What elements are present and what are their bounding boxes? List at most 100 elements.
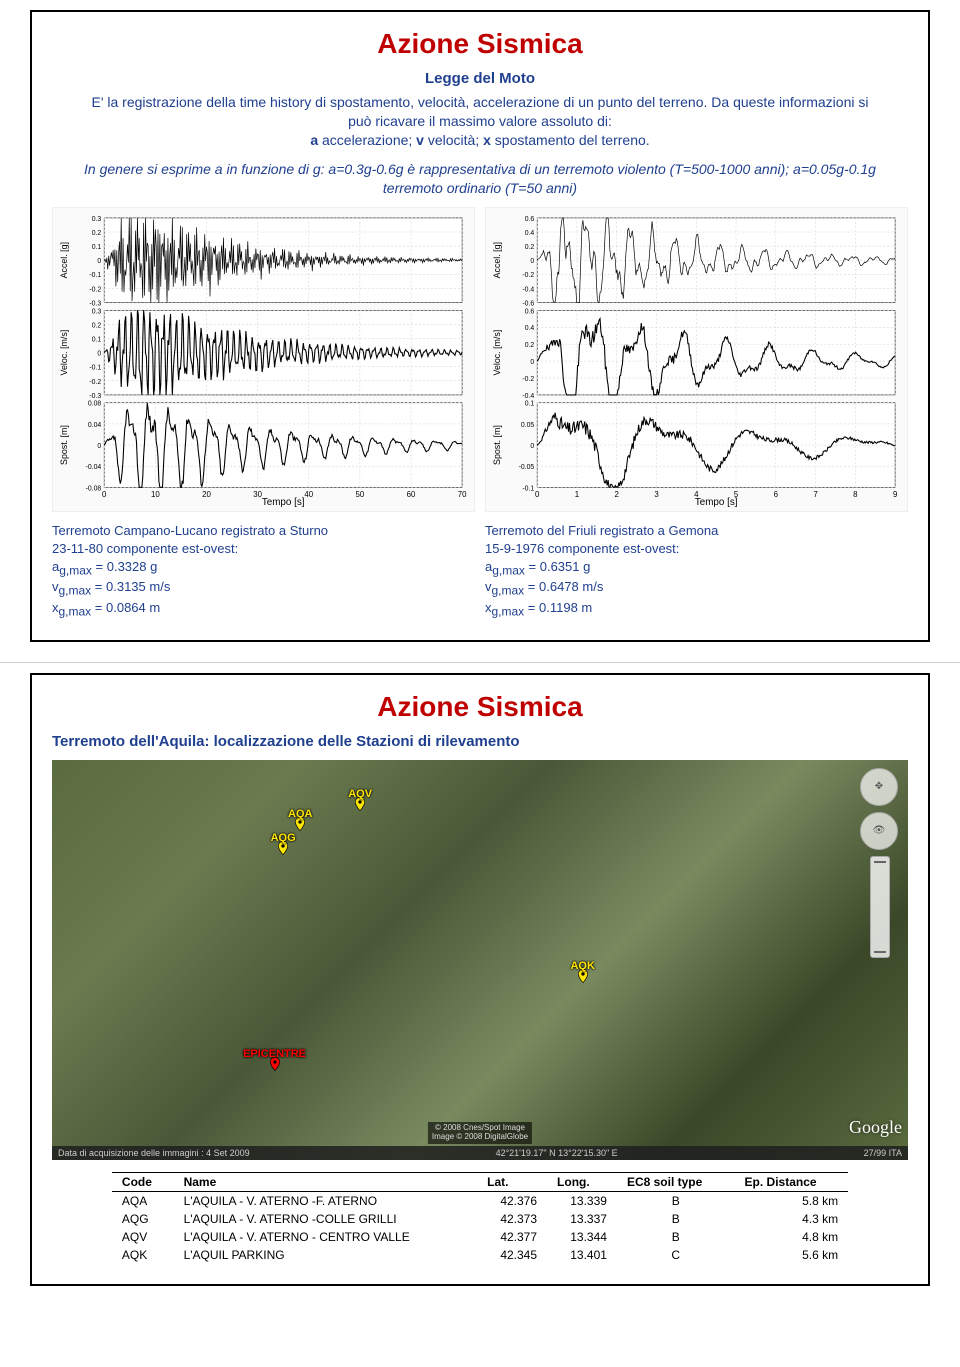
svg-text:-0.04: -0.04 [86, 465, 102, 472]
svg-text:0.1: 0.1 [92, 244, 102, 251]
svg-text:0.08: 0.08 [88, 401, 102, 408]
svg-text:0.2: 0.2 [92, 323, 102, 330]
svg-text:40: 40 [304, 491, 313, 500]
map-imagery-credit: © 2008 Cnes/Spot Image Image © 2008 Digi… [428, 1122, 532, 1144]
table-header: Code [112, 1172, 174, 1191]
svg-text:-0.1: -0.1 [89, 365, 101, 372]
map-pan-control[interactable]: ✥ [860, 768, 898, 806]
svg-text:6: 6 [774, 491, 779, 500]
svg-text:-0.05: -0.05 [519, 465, 535, 472]
svg-text:0: 0 [530, 443, 534, 450]
table-header: Name [174, 1172, 478, 1191]
map-footer-center: 42°21'19.17" N 13°22'15.30" E [496, 1148, 618, 1158]
svg-text:-0.4: -0.4 [522, 393, 534, 400]
svg-text:Tempo [s]: Tempo [s] [695, 497, 738, 507]
svg-text:7: 7 [813, 491, 817, 500]
svg-text:Accel. [g]: Accel. [g] [59, 242, 69, 278]
slide1-title: Azione Sismica [52, 28, 908, 60]
table-row: AQVL'AQUILA - V. ATERNO - CENTRO VALLE42… [112, 1228, 848, 1246]
map-label-aqk: AQK [570, 960, 594, 972]
svg-text:0.6: 0.6 [525, 216, 535, 223]
svg-text:-0.3: -0.3 [89, 393, 101, 400]
svg-text:-0.1: -0.1 [89, 273, 101, 280]
svg-text:0.2: 0.2 [92, 230, 102, 237]
svg-text:0: 0 [97, 259, 101, 266]
svg-text:Accel. [g]: Accel. [g] [492, 242, 502, 278]
svg-text:0.04: 0.04 [88, 422, 102, 429]
map-controls[interactable]: ✥ 👁 [860, 768, 900, 958]
svg-text:Veloc. [m/s]: Veloc. [m/s] [59, 330, 69, 376]
map-zoom-slider[interactable] [870, 856, 890, 958]
svg-text:5: 5 [734, 491, 739, 500]
svg-text:4: 4 [694, 491, 699, 500]
svg-text:60: 60 [407, 491, 416, 500]
table-header: Ep. Distance [735, 1172, 849, 1191]
svg-text:8: 8 [853, 491, 858, 500]
svg-text:-0.1: -0.1 [522, 486, 534, 493]
map-label-epicentre: EPICENTRE [243, 1048, 306, 1060]
svg-text:3: 3 [654, 491, 659, 500]
svg-text:2: 2 [615, 491, 619, 500]
svg-text:0.3: 0.3 [92, 216, 102, 223]
table-header: Long. [547, 1172, 617, 1191]
slide1-para1: E' la registrazione della time history d… [82, 93, 878, 150]
table-row: AQKL'AQUIL PARKING42.34513.401C5.6 km [112, 1246, 848, 1264]
svg-text:20: 20 [202, 491, 211, 500]
left-caption: Terremoto Campano-Lucano registrato a St… [52, 522, 475, 619]
svg-text:0: 0 [530, 259, 534, 266]
svg-text:0.4: 0.4 [525, 326, 535, 333]
slide2-title: Azione Sismica [52, 691, 908, 723]
map-footer-right: 27/99 ITA [864, 1148, 902, 1158]
svg-text:-0.08: -0.08 [86, 486, 102, 493]
svg-text:-0.3: -0.3 [89, 301, 101, 308]
page-divider [0, 662, 960, 663]
svg-text:-0.2: -0.2 [522, 273, 534, 280]
svg-text:70: 70 [458, 491, 467, 500]
charts-row: Tempo [s]-0.3-0.2-0.100.10.20.3Accel. [g… [52, 207, 908, 619]
svg-text:0.2: 0.2 [525, 343, 535, 350]
svg-text:0: 0 [102, 491, 107, 500]
map-label-aqa: AQA [288, 808, 312, 820]
svg-text:50: 50 [355, 491, 364, 500]
svg-text:10: 10 [151, 491, 160, 500]
map-label-aqv: AQV [348, 788, 372, 800]
map-look-control[interactable]: 👁 [860, 812, 898, 850]
svg-text:30: 30 [253, 491, 262, 500]
svg-text:0.1: 0.1 [92, 337, 102, 344]
svg-text:0.1: 0.1 [525, 401, 535, 408]
table-row: AQAL'AQUILA - V. ATERNO -F. ATERNO42.376… [112, 1191, 848, 1210]
svg-text:1: 1 [575, 491, 579, 500]
slide2-subtitle: Terremoto dell'Aquila: localizzazione de… [52, 733, 908, 750]
svg-text:-0.2: -0.2 [89, 379, 101, 386]
svg-text:0: 0 [530, 359, 534, 366]
right-chart: Tempo [s]-0.6-0.4-0.200.20.40.6Accel. [g… [485, 207, 908, 512]
svg-text:0: 0 [97, 351, 101, 358]
svg-text:9: 9 [893, 491, 897, 500]
google-logo: Google [849, 1117, 902, 1138]
svg-text:0: 0 [97, 443, 101, 450]
satellite-map: ✥ 👁 © 2008 Cnes/Spot Image Image © 2008 … [52, 760, 908, 1160]
svg-text:-0.4: -0.4 [522, 287, 534, 294]
left-chart: Tempo [s]-0.3-0.2-0.100.10.20.3Accel. [g… [52, 207, 475, 512]
svg-text:Spost. [m]: Spost. [m] [59, 426, 69, 466]
svg-text:0.6: 0.6 [525, 309, 535, 316]
svg-text:0: 0 [535, 491, 540, 500]
right-caption: Terremoto del Friuli registrato a Gemona… [485, 522, 908, 619]
table-header: Lat. [477, 1172, 547, 1191]
svg-text:Veloc. [m/s]: Veloc. [m/s] [492, 330, 502, 376]
svg-text:0.3: 0.3 [92, 309, 102, 316]
svg-text:0.2: 0.2 [525, 244, 535, 251]
station-table: CodeNameLat.Long.EC8 soil typeEp. Distan… [112, 1172, 848, 1264]
svg-text:Spost. [m]: Spost. [m] [492, 426, 502, 466]
svg-text:0.05: 0.05 [521, 422, 535, 429]
svg-text:-0.2: -0.2 [89, 287, 101, 294]
table-row: AQGL'AQUILA - V. ATERNO -COLLE GRILLI42.… [112, 1210, 848, 1228]
svg-text:-0.2: -0.2 [522, 376, 534, 383]
slide-2: Azione Sismica Terremoto dell'Aquila: lo… [30, 673, 930, 1286]
map-label-aqg: AQG [271, 832, 296, 844]
slide1-para2: In genere si esprime a in funzione di g:… [82, 160, 878, 198]
svg-text:0.4: 0.4 [525, 230, 535, 237]
map-footer-left: Data di acquisizione delle immagini : 4 … [58, 1148, 250, 1158]
table-header: EC8 soil type [617, 1172, 735, 1191]
slide-1: Azione Sismica Legge del Moto E' la regi… [30, 10, 930, 642]
